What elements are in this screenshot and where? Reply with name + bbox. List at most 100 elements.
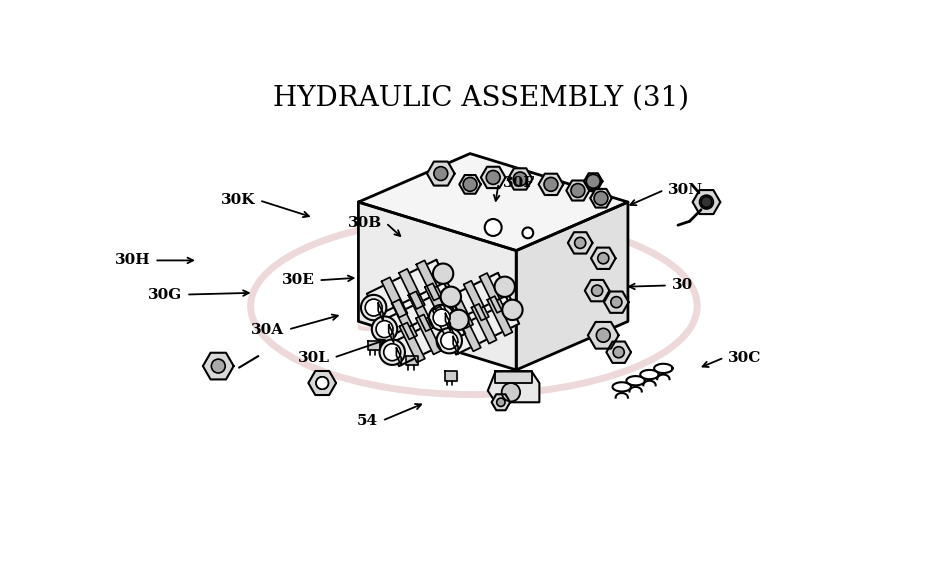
Text: EQUIPMENT: EQUIPMENT bbox=[362, 278, 585, 311]
Circle shape bbox=[596, 328, 610, 342]
Polygon shape bbox=[378, 303, 383, 321]
Circle shape bbox=[522, 227, 533, 238]
Circle shape bbox=[501, 383, 520, 402]
Text: 30N: 30N bbox=[668, 183, 703, 197]
Polygon shape bbox=[566, 181, 590, 200]
Circle shape bbox=[376, 321, 393, 338]
Ellipse shape bbox=[448, 310, 469, 330]
Polygon shape bbox=[416, 314, 441, 355]
Polygon shape bbox=[203, 353, 234, 379]
Circle shape bbox=[611, 297, 622, 308]
Polygon shape bbox=[385, 306, 466, 366]
Polygon shape bbox=[448, 288, 473, 328]
Ellipse shape bbox=[433, 264, 454, 284]
Circle shape bbox=[514, 172, 527, 186]
Circle shape bbox=[571, 183, 585, 197]
Text: 30A: 30A bbox=[252, 323, 285, 337]
Polygon shape bbox=[471, 304, 497, 344]
Polygon shape bbox=[607, 342, 631, 363]
Polygon shape bbox=[445, 371, 457, 381]
Text: 30E: 30E bbox=[282, 273, 315, 287]
Text: 30K: 30K bbox=[221, 194, 255, 208]
Polygon shape bbox=[487, 296, 513, 336]
Text: 30L: 30L bbox=[298, 351, 330, 365]
Polygon shape bbox=[427, 162, 454, 186]
Ellipse shape bbox=[495, 277, 515, 297]
Circle shape bbox=[575, 237, 586, 249]
Polygon shape bbox=[459, 175, 481, 194]
Ellipse shape bbox=[372, 316, 397, 342]
Circle shape bbox=[486, 171, 500, 185]
Polygon shape bbox=[359, 154, 628, 251]
Polygon shape bbox=[591, 247, 616, 269]
Circle shape bbox=[433, 309, 450, 326]
Polygon shape bbox=[591, 189, 611, 208]
Ellipse shape bbox=[502, 300, 523, 320]
Circle shape bbox=[316, 377, 329, 389]
Polygon shape bbox=[381, 277, 408, 318]
Polygon shape bbox=[568, 232, 593, 254]
Ellipse shape bbox=[361, 295, 386, 320]
Polygon shape bbox=[424, 283, 451, 323]
Polygon shape bbox=[399, 269, 424, 309]
Ellipse shape bbox=[429, 305, 454, 330]
Text: 30C: 30C bbox=[728, 351, 762, 365]
Text: 30B: 30B bbox=[347, 216, 382, 230]
Circle shape bbox=[434, 167, 448, 181]
Polygon shape bbox=[399, 323, 425, 362]
Polygon shape bbox=[539, 174, 563, 195]
Polygon shape bbox=[359, 202, 516, 370]
Polygon shape bbox=[508, 168, 532, 190]
Polygon shape bbox=[516, 202, 628, 370]
Polygon shape bbox=[368, 341, 380, 350]
Circle shape bbox=[592, 285, 603, 296]
Polygon shape bbox=[389, 325, 393, 342]
Polygon shape bbox=[584, 173, 603, 189]
Polygon shape bbox=[496, 371, 531, 383]
Polygon shape bbox=[367, 260, 450, 321]
Circle shape bbox=[211, 359, 225, 373]
Ellipse shape bbox=[440, 287, 461, 307]
Circle shape bbox=[440, 332, 457, 349]
Polygon shape bbox=[407, 356, 419, 365]
Circle shape bbox=[365, 299, 382, 316]
Polygon shape bbox=[588, 322, 619, 348]
Polygon shape bbox=[480, 273, 504, 313]
Circle shape bbox=[700, 195, 714, 209]
Text: HYDRAULIC ASSEMBLY (31): HYDRAULIC ASSEMBLY (31) bbox=[273, 85, 689, 112]
Polygon shape bbox=[442, 296, 519, 355]
Polygon shape bbox=[481, 167, 505, 188]
Text: 54: 54 bbox=[357, 413, 378, 427]
Polygon shape bbox=[416, 260, 442, 301]
Circle shape bbox=[544, 177, 558, 191]
Text: 30F: 30F bbox=[502, 176, 534, 190]
Circle shape bbox=[316, 377, 329, 389]
Circle shape bbox=[586, 174, 600, 188]
Circle shape bbox=[613, 347, 624, 358]
Polygon shape bbox=[392, 300, 417, 339]
Circle shape bbox=[485, 219, 501, 236]
Text: SPECIALISTS: SPECIALISTS bbox=[355, 305, 593, 338]
Polygon shape bbox=[454, 337, 458, 354]
Text: 30: 30 bbox=[671, 278, 693, 292]
Polygon shape bbox=[408, 291, 434, 332]
Polygon shape bbox=[396, 348, 401, 366]
Circle shape bbox=[594, 191, 608, 205]
Polygon shape bbox=[492, 394, 510, 410]
Polygon shape bbox=[377, 283, 457, 343]
Circle shape bbox=[701, 197, 712, 208]
Polygon shape bbox=[604, 292, 629, 313]
Polygon shape bbox=[435, 273, 512, 332]
Polygon shape bbox=[455, 311, 481, 351]
Polygon shape bbox=[487, 371, 539, 402]
Polygon shape bbox=[433, 306, 458, 346]
Text: 30H: 30H bbox=[115, 254, 150, 268]
Circle shape bbox=[497, 398, 505, 406]
Polygon shape bbox=[308, 371, 336, 395]
Polygon shape bbox=[585, 280, 609, 301]
Ellipse shape bbox=[437, 328, 462, 353]
Text: 30G: 30G bbox=[148, 288, 182, 301]
Ellipse shape bbox=[379, 339, 405, 365]
Circle shape bbox=[463, 177, 477, 191]
Polygon shape bbox=[464, 280, 489, 320]
